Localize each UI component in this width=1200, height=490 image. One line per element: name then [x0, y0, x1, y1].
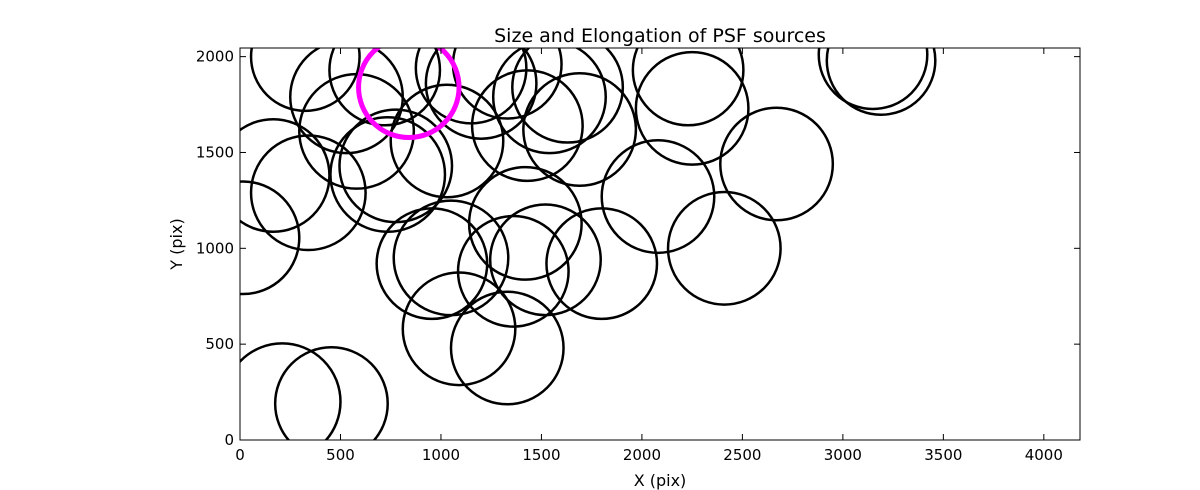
psf-source-marker [298, 72, 416, 190]
psf-source-marker [240, 180, 301, 296]
psf-source-marker [488, 203, 602, 317]
y-tick-label: 2000 [196, 48, 234, 66]
y-tick-label: 1500 [196, 143, 234, 161]
y-axis-label: Y (pix) [167, 218, 186, 270]
x-tick-label: 2500 [723, 446, 761, 464]
psf-source-marker [249, 134, 367, 252]
plot-frame [239, 47, 1081, 441]
x-axis-label: X (pix) [634, 471, 687, 490]
psf-source-marker [825, 48, 937, 116]
psf-source-marker [328, 48, 442, 127]
marks-layer [240, 48, 937, 440]
psf-source-marker [249, 48, 361, 113]
psf-source-marker [719, 106, 835, 222]
x-tick-label: 3000 [824, 446, 862, 464]
psf-source-marker [392, 199, 510, 317]
x-tick-label: 500 [326, 446, 355, 464]
psf-source-marker [470, 69, 584, 183]
highlighted-source-marker [356, 48, 462, 141]
y-tick-label: 500 [205, 335, 234, 353]
psf-source-marker [817, 48, 929, 111]
psf-source-marker [491, 48, 607, 155]
psf-source-marker [631, 48, 745, 127]
psf-source-marker [511, 48, 625, 144]
psf-source-marker [467, 165, 583, 281]
y-tick-label: 1000 [196, 239, 234, 257]
psf-source-marker [522, 71, 638, 187]
psf-source-marker [389, 83, 505, 199]
x-tick-label: 3500 [924, 446, 962, 464]
x-tick-label: 1500 [522, 446, 560, 464]
psf-source-marker [449, 290, 565, 406]
psf-source-marker [600, 139, 716, 255]
psf-source-marker [240, 342, 342, 440]
psf-source-marker [666, 190, 782, 306]
chart-title: Size and Elongation of PSF sources [494, 25, 826, 47]
x-tick-label: 0 [235, 446, 245, 464]
y-tick-label: 0 [224, 431, 234, 449]
x-tick-label: 4000 [1025, 446, 1063, 464]
x-tick-label: 1000 [422, 446, 460, 464]
x-tick-label: 2000 [623, 446, 661, 464]
psf-source-marker [273, 346, 389, 440]
psf-source-marker [424, 48, 538, 140]
ticks-layer: 0 500 1000 1500 2000 2500 3000 3500 4000 0 500 1000… [196, 48, 1080, 464]
psf-source-marker [634, 50, 750, 166]
